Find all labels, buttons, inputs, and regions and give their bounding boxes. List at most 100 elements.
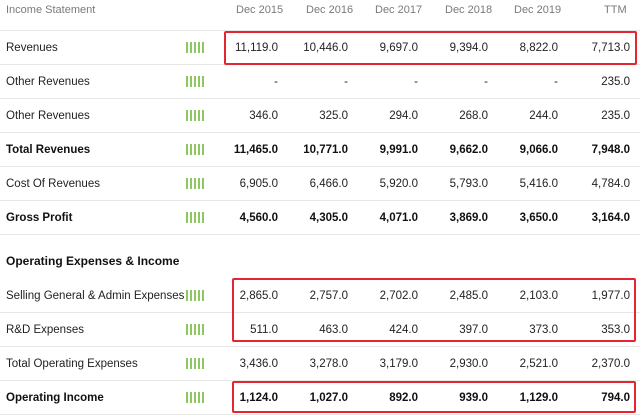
mini-bar <box>198 324 200 335</box>
header-title: Income Statement <box>6 4 96 16</box>
cell-value: 11,119.0 <box>234 41 278 54</box>
mini-bar-chart-icon[interactable] <box>186 313 204 346</box>
table-row-gross-profit: Gross Profit 4,560.0 4,305.0 4,071.0 3,869.0… <box>0 201 640 235</box>
mini-bar-chart-icon[interactable] <box>186 133 204 166</box>
header-col-dec-2015: Dec 2015 <box>236 4 284 16</box>
mini-bar <box>190 212 192 223</box>
mini-bar <box>202 144 204 155</box>
mini-bar-chart-icon[interactable] <box>186 347 204 380</box>
cell-value: 1,027.0 <box>309 391 348 404</box>
header-col-dec-2019: Dec 2019 <box>514 4 562 16</box>
mini-bar <box>186 178 188 189</box>
section-title: Operating Expenses & Income <box>6 254 180 268</box>
mini-bar <box>202 290 204 301</box>
cell-value: 939.0 <box>459 391 488 404</box>
row-label: Other Revenues <box>6 75 90 88</box>
mini-bar <box>186 392 188 403</box>
cell-value: 463.0 <box>319 323 348 336</box>
mini-bar <box>190 110 192 121</box>
mini-bar-chart-icon[interactable] <box>186 201 204 234</box>
mini-bar-chart-icon[interactable] <box>186 99 204 132</box>
row-label: Operating Income <box>6 391 104 404</box>
cell-value: 10,446.0 <box>303 41 348 54</box>
mini-bar <box>198 42 200 53</box>
mini-bar-chart-icon[interactable] <box>186 167 204 200</box>
mini-bar-chart-icon[interactable] <box>186 279 204 312</box>
row-label: Gross Profit <box>6 211 73 224</box>
cell-value: 373.0 <box>529 323 558 336</box>
mini-bar <box>198 212 200 223</box>
mini-bar <box>186 42 188 53</box>
table-row-other-revenues: Other Revenues - - - - - 235.0 <box>0 65 640 99</box>
cell-value: 9,662.0 <box>449 143 488 156</box>
cell-value: 3,164.0 <box>591 211 630 224</box>
cell-value: - <box>274 75 278 88</box>
cell-value: 346.0 <box>249 109 278 122</box>
cell-value: 9,066.0 <box>519 143 558 156</box>
cell-value: 10,771.0 <box>303 143 348 156</box>
cell-value: 9,991.0 <box>379 143 418 156</box>
cell-value: 235.0 <box>601 75 630 88</box>
mini-bar <box>202 358 204 369</box>
cell-value: 235.0 <box>601 109 630 122</box>
mini-bar <box>190 144 192 155</box>
table-row-total-revenues: Total Revenues 11,465.0 10,771.0 9,991.0 9,6… <box>0 133 640 167</box>
mini-bar <box>198 144 200 155</box>
cell-value: 794.0 <box>601 391 630 404</box>
mini-bar <box>194 358 196 369</box>
cell-value: 5,920.0 <box>379 177 418 190</box>
cell-value: 3,650.0 <box>519 211 558 224</box>
cell-value: 892.0 <box>389 391 418 404</box>
mini-bar <box>198 76 200 87</box>
cell-value: 294.0 <box>389 109 418 122</box>
cell-value: - <box>554 75 558 88</box>
mini-bar <box>186 358 188 369</box>
row-label: Revenues <box>6 41 58 54</box>
cell-value: 11,465.0 <box>233 143 278 156</box>
cell-value: 3,278.0 <box>309 357 348 370</box>
cell-value: 4,784.0 <box>591 177 630 190</box>
cell-value: 8,822.0 <box>519 41 558 54</box>
mini-bar <box>202 178 204 189</box>
mini-bar <box>202 110 204 121</box>
cell-value: 353.0 <box>601 323 630 336</box>
header-col-dec-2018: Dec 2018 <box>445 4 493 16</box>
cell-value: 2,521.0 <box>519 357 558 370</box>
table-row-cost-of-revenues: Cost Of Revenues 6,905.0 6,466.0 5,920.0 5,7… <box>0 167 640 201</box>
cell-value: 1,129.0 <box>519 391 558 404</box>
cell-value: - <box>344 75 348 88</box>
mini-bar <box>194 324 196 335</box>
cell-value: 424.0 <box>389 323 418 336</box>
table-row-revenues: Revenues 11,119.0 10,446.0 9,697.0 9,394.0 8,… <box>0 31 640 65</box>
cell-value: 5,793.0 <box>449 177 488 190</box>
row-label: Selling General & Admin Expenses <box>6 289 185 302</box>
cell-value: 4,305.0 <box>309 211 348 224</box>
cell-value: 2,103.0 <box>519 289 558 302</box>
mini-bar <box>190 42 192 53</box>
mini-bar-chart-icon[interactable] <box>186 381 204 414</box>
mini-bar-chart-icon[interactable] <box>186 31 204 64</box>
cell-value: 9,697.0 <box>379 41 418 54</box>
mini-bar <box>198 178 200 189</box>
cell-value: 2,370.0 <box>591 357 630 370</box>
cell-value: 5,416.0 <box>519 177 558 190</box>
cell-value: 9,394.0 <box>449 41 488 54</box>
row-label: Total Revenues <box>6 143 91 156</box>
mini-bar <box>190 290 192 301</box>
mini-bar <box>194 42 196 53</box>
header-col-ttm: TTM <box>604 4 627 16</box>
row-label: R&D Expenses <box>6 323 84 336</box>
mini-bar-chart-icon[interactable] <box>186 65 204 98</box>
cell-value: 1,977.0 <box>591 289 630 302</box>
mini-bar <box>194 76 196 87</box>
cell-value: 7,948.0 <box>591 143 630 156</box>
mini-bar <box>190 76 192 87</box>
mini-bar <box>186 212 188 223</box>
row-label: Other Revenues <box>6 109 90 122</box>
mini-bar <box>202 42 204 53</box>
cell-value: 511.0 <box>250 323 278 336</box>
table-row-other-revenues: Other Revenues 346.0 325.0 294.0 268.0 244.0 2… <box>0 99 640 133</box>
cell-value: 6,905.0 <box>239 177 278 190</box>
mini-bar <box>190 358 192 369</box>
table-header: Income Statement Dec 2015 Dec 2016 Dec 2… <box>0 0 640 31</box>
